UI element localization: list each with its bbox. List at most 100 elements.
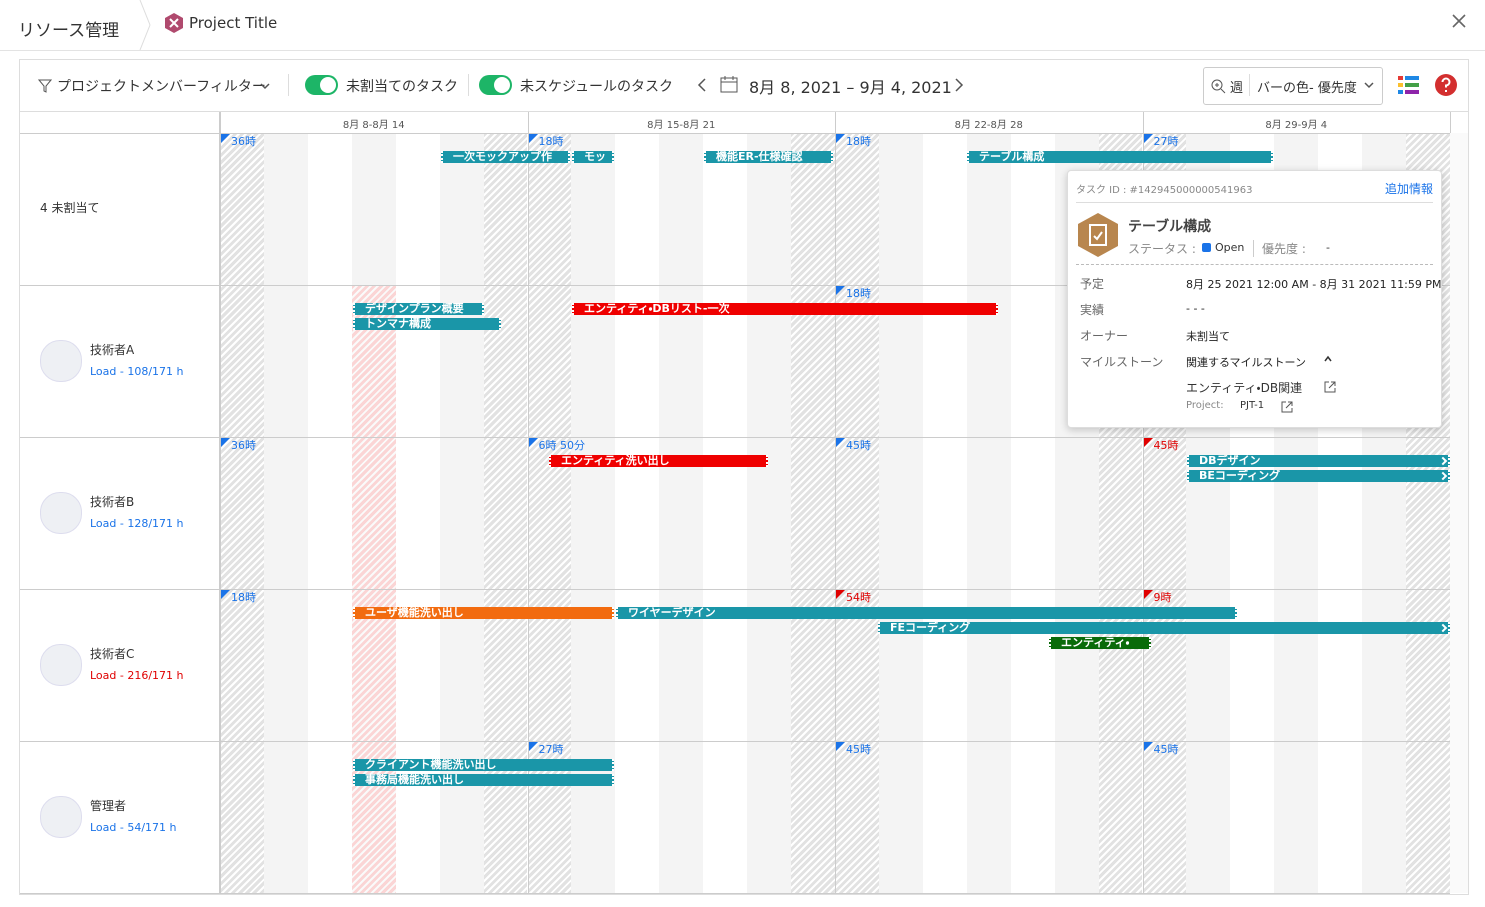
task-bar[interactable]: エンティティ洗い出し: [549, 455, 768, 467]
dropdown-icon: [260, 83, 270, 90]
member-filter[interactable]: プロジェクトメンバーフィルター: [57, 79, 266, 95]
divider: [468, 74, 469, 96]
external-link[interactable]: [1323, 380, 1337, 394]
divider: [1249, 74, 1250, 96]
task-bar[interactable]: エンティティ・DBリスト-一次: [572, 303, 998, 315]
hour-marker: 45時: [1143, 741, 1179, 757]
project-tab[interactable]: Project Title: [189, 14, 278, 32]
divider: [1076, 202, 1433, 203]
hour-marker: 54時: [836, 589, 871, 605]
task-bar[interactable]: トンマナ構成: [353, 318, 501, 330]
day-column: [922, 133, 967, 893]
view-mode: 週: [1230, 81, 1244, 96]
task-id: タスク ID : #142945000000541963: [1076, 185, 1253, 196]
help-button[interactable]: [1434, 73, 1458, 97]
hour-marker: 18時: [221, 589, 256, 605]
toggle-knob: [494, 77, 510, 93]
tab-divider: [139, 0, 151, 50]
date-range: 8月 8, 2021 – 9月 4, 2021: [749, 78, 952, 97]
week-header: 8月 22-8月 28: [954, 120, 1023, 131]
view-select[interactable]: [1203, 67, 1383, 105]
member-name: 技術者A: [90, 343, 135, 357]
task-bar[interactable]: 一次モックアップ作: [441, 151, 570, 163]
label-column-line: [219, 112, 220, 893]
divider: [1076, 264, 1433, 265]
page-title: リソース管理: [18, 21, 120, 41]
row-label: 4 未割当て: [40, 201, 100, 215]
project-value: PJT-1: [1240, 400, 1265, 411]
task-bar[interactable]: デザインプラン概要: [353, 303, 484, 315]
member-name: 技術者C: [90, 647, 135, 661]
member-load: Load - 128/171 h: [90, 517, 184, 530]
day-column: [835, 133, 879, 893]
toggle-label: 未割当てのタスク: [346, 79, 458, 95]
week-line: [835, 112, 836, 893]
day-column: [659, 133, 704, 893]
day-column: [703, 133, 748, 893]
field-value: 未割当て: [1186, 330, 1230, 343]
dropdown-icon: [1364, 82, 1374, 89]
task-bar[interactable]: 事務局機能洗い出し: [353, 774, 614, 786]
next-button[interactable]: [953, 77, 965, 93]
week-header: 8月 29-9月 4: [1265, 120, 1328, 131]
close-button[interactable]: [1451, 13, 1467, 29]
week-header: 8月 15-8月 21: [647, 120, 716, 131]
week-line: [1142, 112, 1144, 893]
field-label: 予定: [1080, 277, 1105, 291]
member-name: 技術者B: [90, 495, 135, 509]
day-column: [263, 133, 308, 893]
hour-marker: 18時: [836, 133, 871, 149]
more-info-link[interactable]: 追加情報: [1385, 182, 1434, 196]
prev-button[interactable]: [696, 77, 708, 93]
avatar: [40, 796, 82, 838]
task-icon: [1078, 213, 1118, 257]
avatar: [40, 492, 82, 534]
toggle[interactable]: [479, 75, 512, 95]
status-dot: [1202, 243, 1211, 252]
task-bar[interactable]: FEコーディング: [878, 622, 1450, 634]
status-value: Open: [1215, 241, 1245, 254]
task-popup: タスク ID : #142945000000541963 追加情報 テーブル構成…: [1067, 170, 1442, 428]
member-load: Load - 216/171 h: [90, 669, 184, 682]
calendar-icon[interactable]: [719, 74, 739, 94]
row-line: [20, 741, 1450, 742]
filter-icon: [38, 79, 52, 93]
milestone-name[interactable]: エンティティ・DB関連: [1186, 381, 1303, 395]
task-bar[interactable]: DBデザイン: [1187, 455, 1450, 467]
day-column: [307, 133, 352, 893]
day-column: [966, 133, 1011, 893]
toggle-knob: [320, 77, 336, 93]
task-bar[interactable]: ユーザ機能洗い出し: [353, 607, 614, 619]
project-icon: [165, 13, 183, 33]
task-bar[interactable]: テーブル構成: [967, 151, 1273, 163]
collapse-icon[interactable]: [1323, 355, 1333, 363]
hour-marker: 45時: [836, 741, 871, 757]
hour-marker: 36時: [221, 437, 256, 453]
toggle[interactable]: [305, 75, 338, 95]
week-header: 8月 8-8月 14: [342, 120, 405, 131]
zoom-icon: [1211, 79, 1226, 94]
task-bar[interactable]: BEコーディング: [1187, 470, 1450, 482]
toggle-label: 未スケジュールのタスク: [520, 79, 674, 95]
continues-icon: [1438, 456, 1448, 466]
legend-icon[interactable]: [1398, 75, 1420, 95]
task-bar[interactable]: ワイヤーデザイン: [616, 607, 1237, 619]
member-name: 管理者: [90, 799, 127, 813]
task-bar[interactable]: エンティティ・: [1049, 637, 1151, 649]
field-label: 実績: [1080, 303, 1105, 317]
external-link[interactable]: [1280, 400, 1294, 414]
field-value: 関連するマイルストーン: [1186, 356, 1307, 369]
day-column: [1010, 133, 1055, 893]
divider: [20, 111, 1468, 112]
bar-color-select[interactable]: バーの色- 優先度: [1257, 81, 1357, 96]
task-bar[interactable]: 機能ER-仕様確認: [704, 151, 833, 163]
field-value: - - -: [1186, 302, 1205, 315]
task-bar[interactable]: モッ: [572, 151, 614, 163]
status-label: ステータス :: [1128, 242, 1196, 256]
task-bar[interactable]: クライアント機能洗い出し: [353, 759, 614, 771]
hour-marker: 9時: [1143, 589, 1172, 605]
hour-marker: 27時: [528, 741, 564, 757]
